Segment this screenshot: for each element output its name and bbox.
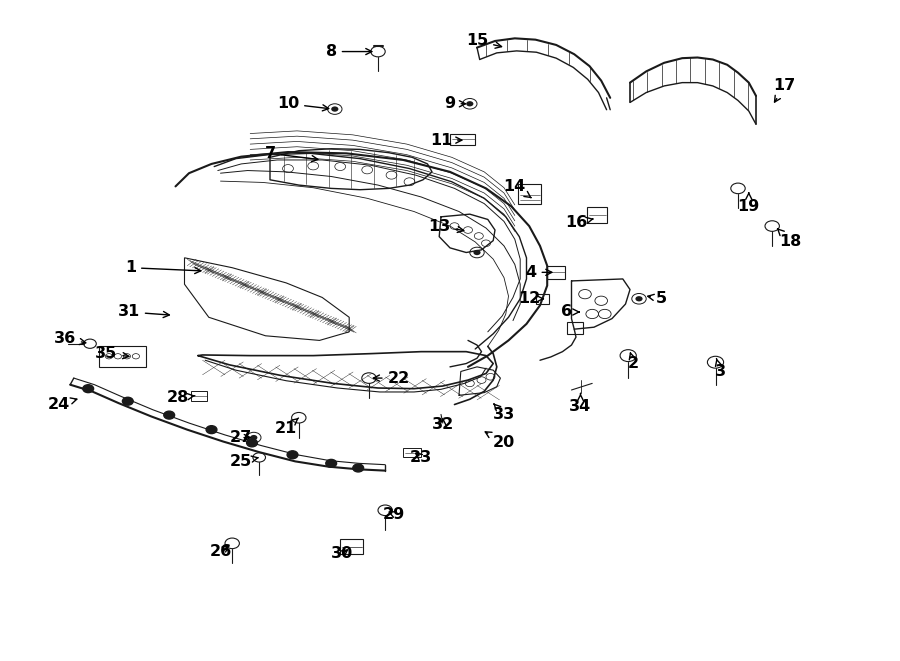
Text: 6: 6 — [562, 305, 579, 319]
Text: 3: 3 — [715, 358, 725, 379]
Text: 16: 16 — [565, 215, 593, 230]
Text: 1: 1 — [125, 260, 201, 275]
Text: 26: 26 — [210, 545, 231, 559]
Circle shape — [122, 397, 133, 405]
Text: 19: 19 — [738, 193, 760, 214]
Text: 29: 29 — [383, 507, 405, 522]
Bar — [587, 207, 607, 223]
Text: 7: 7 — [265, 146, 318, 162]
Text: 31: 31 — [118, 305, 169, 319]
Text: 22: 22 — [374, 371, 410, 385]
Circle shape — [206, 426, 217, 434]
Text: 35: 35 — [95, 346, 129, 361]
Circle shape — [287, 451, 298, 459]
Text: 25: 25 — [230, 454, 258, 469]
Circle shape — [466, 101, 473, 106]
Text: 9: 9 — [445, 97, 465, 111]
Text: 10: 10 — [277, 97, 328, 111]
Text: 12: 12 — [518, 292, 544, 306]
Circle shape — [247, 439, 257, 447]
Text: 13: 13 — [428, 219, 464, 233]
Circle shape — [635, 296, 643, 301]
Text: 14: 14 — [504, 179, 531, 198]
Text: 23: 23 — [410, 450, 432, 465]
Text: 27: 27 — [230, 430, 252, 445]
Text: 28: 28 — [167, 391, 195, 405]
Text: 8: 8 — [326, 44, 372, 59]
Circle shape — [83, 385, 94, 393]
Bar — [547, 266, 565, 279]
Bar — [450, 134, 475, 145]
Bar — [403, 448, 421, 457]
Text: 30: 30 — [331, 547, 353, 561]
Text: 4: 4 — [526, 265, 552, 280]
Text: 15: 15 — [466, 34, 501, 48]
Text: 17: 17 — [774, 79, 796, 102]
Bar — [536, 294, 549, 304]
Circle shape — [331, 106, 338, 112]
Text: 36: 36 — [54, 331, 86, 346]
Bar — [567, 322, 583, 334]
Text: 18: 18 — [778, 229, 801, 249]
Text: 2: 2 — [628, 353, 639, 371]
Text: 34: 34 — [570, 393, 591, 414]
Text: 5: 5 — [648, 292, 667, 306]
Bar — [191, 391, 207, 401]
Bar — [99, 346, 146, 367]
Text: 24: 24 — [48, 397, 76, 412]
Circle shape — [250, 435, 257, 440]
Circle shape — [326, 459, 337, 467]
Text: 32: 32 — [432, 417, 454, 432]
Bar — [518, 184, 541, 204]
Text: 33: 33 — [493, 404, 515, 422]
Bar — [340, 539, 363, 554]
Text: 21: 21 — [275, 418, 299, 436]
Circle shape — [473, 250, 481, 255]
Circle shape — [353, 464, 364, 472]
Text: 11: 11 — [430, 133, 462, 147]
Circle shape — [164, 411, 175, 419]
Text: 20: 20 — [485, 432, 515, 450]
